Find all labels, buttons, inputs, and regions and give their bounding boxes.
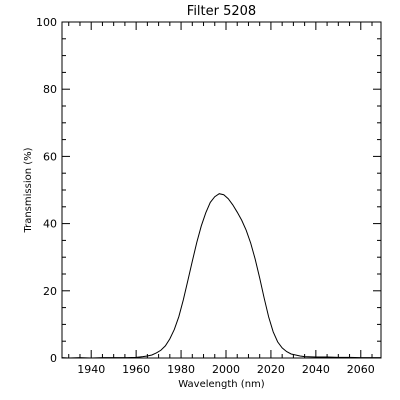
series-line [61,193,381,359]
x-axis-label: Wavelength (nm) [178,379,264,390]
x-tick-label: 1940 [77,363,105,376]
x-tick-label: 2000 [212,363,240,376]
y-tick-label: 20 [43,285,57,298]
x-tick-label: 2060 [347,363,375,376]
x-tick-label: 1980 [167,363,195,376]
x-tick-label: 2040 [302,363,330,376]
y-axis-label: Transmission (%) [23,147,34,233]
chart-title: Filter 5208 [187,4,256,19]
y-tick-label: 80 [43,83,57,96]
y-tick-label: 100 [36,16,57,29]
y-tick-label: 60 [43,150,57,163]
x-tick-label: 2020 [257,363,285,376]
y-tick-label: 0 [50,352,57,365]
y-tick-label: 40 [43,218,57,231]
plot-frame [61,21,382,359]
x-tick-label: 1960 [122,363,150,376]
